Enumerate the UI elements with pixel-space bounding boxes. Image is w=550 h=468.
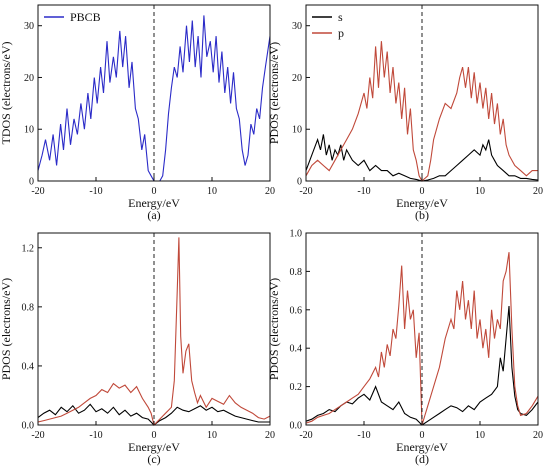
x-tick-label: 0: [152, 430, 157, 441]
y-axis-label: PDOS (electrons/eV): [267, 42, 281, 144]
x-tick-label: 20: [533, 430, 543, 441]
x-axis-label: Energy/eV: [128, 440, 180, 454]
x-axis-label: Energy/eV: [396, 196, 448, 210]
y-tick-label: 0.6: [290, 305, 303, 316]
panel-2: -20 -10 0 10 20 0 10 20 30 Energy/eV(b) PDOS (elec…: [267, 4, 543, 222]
y-tick-label: 0: [297, 177, 302, 188]
y-tick-label: 10: [24, 125, 34, 136]
y-tick-label: 0.0: [22, 421, 35, 432]
x-tick-label: 20: [533, 186, 543, 197]
y-tick-label: 0.2: [290, 382, 303, 393]
x-tick-label: -10: [89, 430, 102, 441]
legend-label: s: [338, 10, 343, 24]
x-tick-label: -10: [357, 186, 370, 197]
series-line-2: [305, 252, 539, 426]
y-tick-label: 30: [24, 21, 34, 32]
x-tick-label: -20: [299, 186, 312, 197]
x-tick-label: 10: [475, 186, 485, 197]
panel-label: (a): [147, 208, 160, 222]
legend-label: PBCB: [70, 10, 101, 24]
y-tick-label: 0.0: [290, 421, 303, 432]
x-tick-label: 10: [207, 430, 217, 441]
y-axis-label: TDOS (electrons/eV): [0, 42, 13, 145]
x-tick-label: -20: [299, 430, 312, 441]
series-line-1: [305, 305, 539, 426]
x-tick-label: 0: [152, 186, 157, 197]
panel-label: (d): [415, 452, 429, 466]
y-tick-label: 0.8: [290, 267, 303, 278]
y-tick-label: 0.4: [290, 344, 303, 355]
panel-1: -20 -10 0 10 20 0 10 20 30 Energy/eV(a) TDOS (elec…: [0, 4, 275, 222]
x-tick-label: -20: [31, 430, 44, 441]
y-tick-label: 0.8: [22, 302, 35, 313]
y-tick-label: 20: [292, 73, 302, 84]
x-tick-label: -10: [89, 186, 102, 197]
y-axis-label: PDOS (electrons/eV): [267, 278, 281, 380]
y-tick-label: 10: [292, 125, 302, 136]
y-tick-label: 0.4: [22, 361, 35, 372]
y-tick-label: 20: [24, 73, 34, 84]
x-tick-label: 10: [475, 430, 485, 441]
x-tick-label: 20: [265, 430, 275, 441]
legend-label: p: [338, 26, 344, 40]
x-tick-label: 0: [420, 430, 425, 441]
y-axis-label: PDOS (electrons/eV): [0, 278, 13, 380]
series-line-1: [305, 134, 539, 182]
x-tick-label: -10: [357, 430, 370, 441]
series-line-2: [305, 41, 538, 182]
x-tick-label: 10: [207, 186, 217, 197]
panel-3: -20 -10 0 10 20 0.0 0.4 0.8 1.2 Energy/eV(c) PDOS …: [0, 232, 275, 466]
x-tick-label: -20: [31, 186, 44, 197]
y-tick-label: 0: [29, 177, 34, 188]
y-tick-label: 1.0: [290, 229, 303, 240]
y-tick-label: 1.2: [22, 243, 35, 254]
x-axis-label: Energy/eV: [128, 196, 180, 210]
x-tick-label: 20: [265, 186, 275, 197]
panel-label: (c): [147, 452, 160, 466]
panel-label: (b): [415, 208, 429, 222]
series-line-2: [37, 237, 271, 427]
panel-4: -20 -10 0 10 20 0.0 0.2 0.4 0.6 0.8 1.0 Energy/eV(d…: [267, 229, 543, 467]
y-tick-label: 30: [292, 21, 302, 32]
x-tick-label: 0: [420, 186, 425, 197]
x-axis-label: Energy/eV: [396, 440, 448, 454]
series-line-1: [37, 15, 271, 182]
